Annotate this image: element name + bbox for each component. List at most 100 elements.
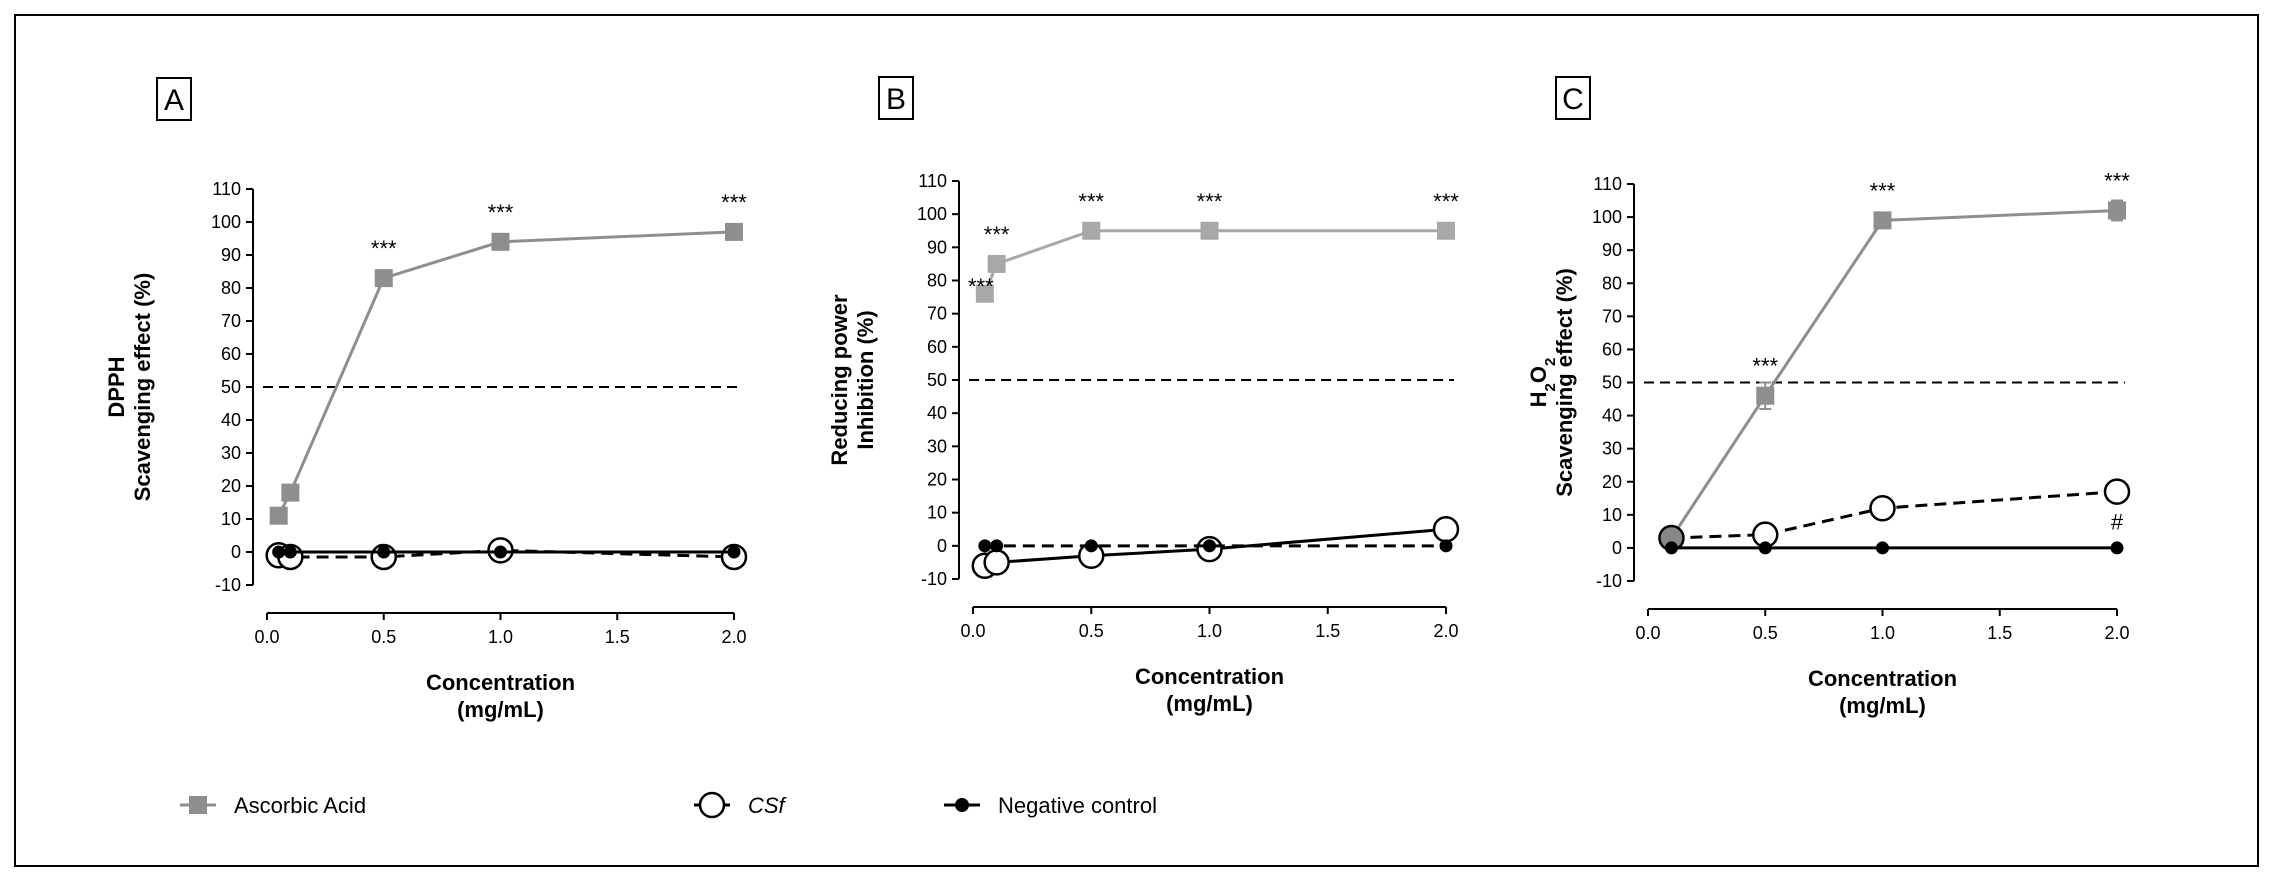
data-point-negative — [1876, 541, 1889, 555]
panel-letter: A — [164, 84, 184, 117]
x-tick-label: 1.0 — [488, 627, 513, 647]
y-tick-label: 50 — [221, 377, 241, 397]
data-point-negative — [283, 545, 297, 559]
legend-label: CSf — [748, 793, 788, 818]
data-point-ascorbic — [975, 284, 994, 303]
y-tick-label: 70 — [221, 311, 241, 331]
significance-marker: *** — [1752, 354, 1778, 379]
data-point-ascorbic — [1756, 386, 1775, 405]
x-tick-label: 0.5 — [1079, 621, 1104, 641]
significance-marker: *** — [984, 222, 1010, 247]
y-tick-label: 110 — [212, 179, 241, 199]
chart-panel-a: A -10 0 10 20 30 40 50 60 70 80 90 100 110 0.0 0.5 1.0 1.… — [104, 77, 747, 722]
x-axis-title-line2: (mg/mL) — [1839, 693, 1926, 718]
y-tick-label: 100 — [917, 204, 947, 224]
x-axis-title-line2: (mg/mL) — [1166, 691, 1253, 716]
y-tick-label: 60 — [927, 337, 947, 357]
legend-label: Negative control — [998, 793, 1157, 818]
data-point-negative — [2110, 541, 2124, 555]
y-tick-label: 30 — [1602, 439, 1622, 459]
data-point-negative — [1084, 539, 1098, 553]
y-tick-label: -10 — [1596, 571, 1622, 591]
data-point-negative — [1758, 541, 1772, 555]
chart-panel-b: B -10 0 10 20 30 40 50 60 70 80 90 100 110 0.0 0.5 1.0 1.… — [827, 76, 1459, 716]
y-tick-label: 0 — [937, 536, 947, 556]
y-tick-label: 10 — [1602, 505, 1622, 525]
x-tick-label: 1.5 — [1315, 621, 1340, 641]
y-axis-title-line1: H2O2 — [1526, 358, 1559, 408]
data-point-negative — [494, 545, 507, 559]
data-point-ascorbic — [269, 506, 288, 525]
x-tick-label: 1.0 — [1870, 623, 1895, 643]
y-tick-label: 80 — [927, 271, 947, 291]
x-tick-label: 2.0 — [721, 627, 746, 647]
data-point-ascorbic — [281, 483, 300, 502]
data-point-csf — [983, 549, 1010, 576]
y-tick-label: 40 — [927, 403, 947, 423]
y-tick-label: 110 — [918, 171, 947, 191]
figure-frame — [14, 14, 2259, 867]
data-point-negative — [1203, 539, 1216, 553]
y-tick-label: 110 — [1593, 174, 1622, 194]
x-tick-label: 0.0 — [960, 621, 985, 641]
data-point-negative — [978, 539, 992, 553]
data-point-negative — [1439, 539, 1453, 553]
panel-letter: B — [886, 83, 906, 116]
legend-marker-open-circle — [698, 791, 726, 819]
data-point-ascorbic — [1200, 221, 1219, 240]
y-tick-label: 20 — [1602, 472, 1622, 492]
legend-marker-square — [189, 796, 207, 814]
data-point-negative — [1664, 541, 1678, 555]
data-point-negative — [727, 545, 741, 559]
data-point-negative — [377, 545, 391, 559]
data-point-negative — [272, 545, 286, 559]
data-point-ascorbic — [1437, 221, 1455, 240]
y-tick-label: 50 — [1602, 373, 1622, 393]
legend-item-csf: CSf — [694, 791, 788, 819]
legend: Ascorbic Acid CSf Negative control — [180, 791, 1157, 819]
panel-letter-box — [156, 77, 192, 121]
y-axis-title-line2: Scavenging effect (%) — [130, 273, 155, 502]
significance-marker: *** — [371, 236, 397, 261]
data-point-negative — [990, 539, 1004, 553]
y-tick-label: 40 — [221, 410, 241, 430]
y-tick-label: 20 — [221, 476, 241, 496]
x-tick-label: 0.0 — [254, 627, 279, 647]
significance-marker: *** — [2104, 168, 2130, 193]
legend-item-negative: Negative control — [944, 793, 1157, 818]
y-tick-label: 0 — [1612, 538, 1622, 558]
x-tick-label: 1.5 — [605, 627, 630, 647]
panel-letter-box — [1555, 76, 1591, 120]
series-line-ascorbic-acid — [277, 230, 735, 517]
y-tick-label: 30 — [221, 443, 241, 463]
significance-marker: # — [2111, 510, 2124, 535]
y-tick-label: 90 — [927, 237, 947, 257]
data-point-ascorbic — [374, 269, 393, 288]
panel-letter-box — [878, 76, 914, 120]
data-point-ascorbic — [725, 222, 743, 241]
x-axis-title-line2: (mg/mL) — [457, 697, 544, 722]
data-point-ascorbic — [1873, 211, 1892, 230]
x-axis-title-line1: Concentration — [1808, 666, 1957, 691]
x-tick-label: 0.5 — [371, 627, 396, 647]
significance-marker: *** — [1197, 189, 1223, 214]
series-line-csf — [1671, 490, 2118, 540]
series-line-ascorbic-acid — [983, 229, 1446, 295]
x-tick-label: 0.0 — [1635, 623, 1660, 643]
significance-marker: *** — [488, 200, 514, 225]
legend-label: Ascorbic Acid — [234, 793, 366, 818]
data-point-csf — [2103, 478, 2131, 505]
x-tick-label: 2.0 — [2104, 623, 2129, 643]
legend-marker-filled-circle — [955, 798, 969, 812]
series-line-ascorbic-acid — [1670, 208, 2118, 539]
y-tick-label: 90 — [221, 245, 241, 265]
x-tick-label: 2.0 — [1433, 621, 1458, 641]
y-tick-label: 40 — [1602, 406, 1622, 426]
data-point-ascorbic — [987, 254, 1006, 273]
y-tick-label: 80 — [1602, 273, 1622, 293]
y-axis-title-line1: DPPH — [104, 356, 129, 417]
y-tick-label: 100 — [1592, 207, 1622, 227]
y-tick-label: 90 — [1602, 240, 1622, 260]
y-tick-label: -10 — [921, 569, 947, 589]
